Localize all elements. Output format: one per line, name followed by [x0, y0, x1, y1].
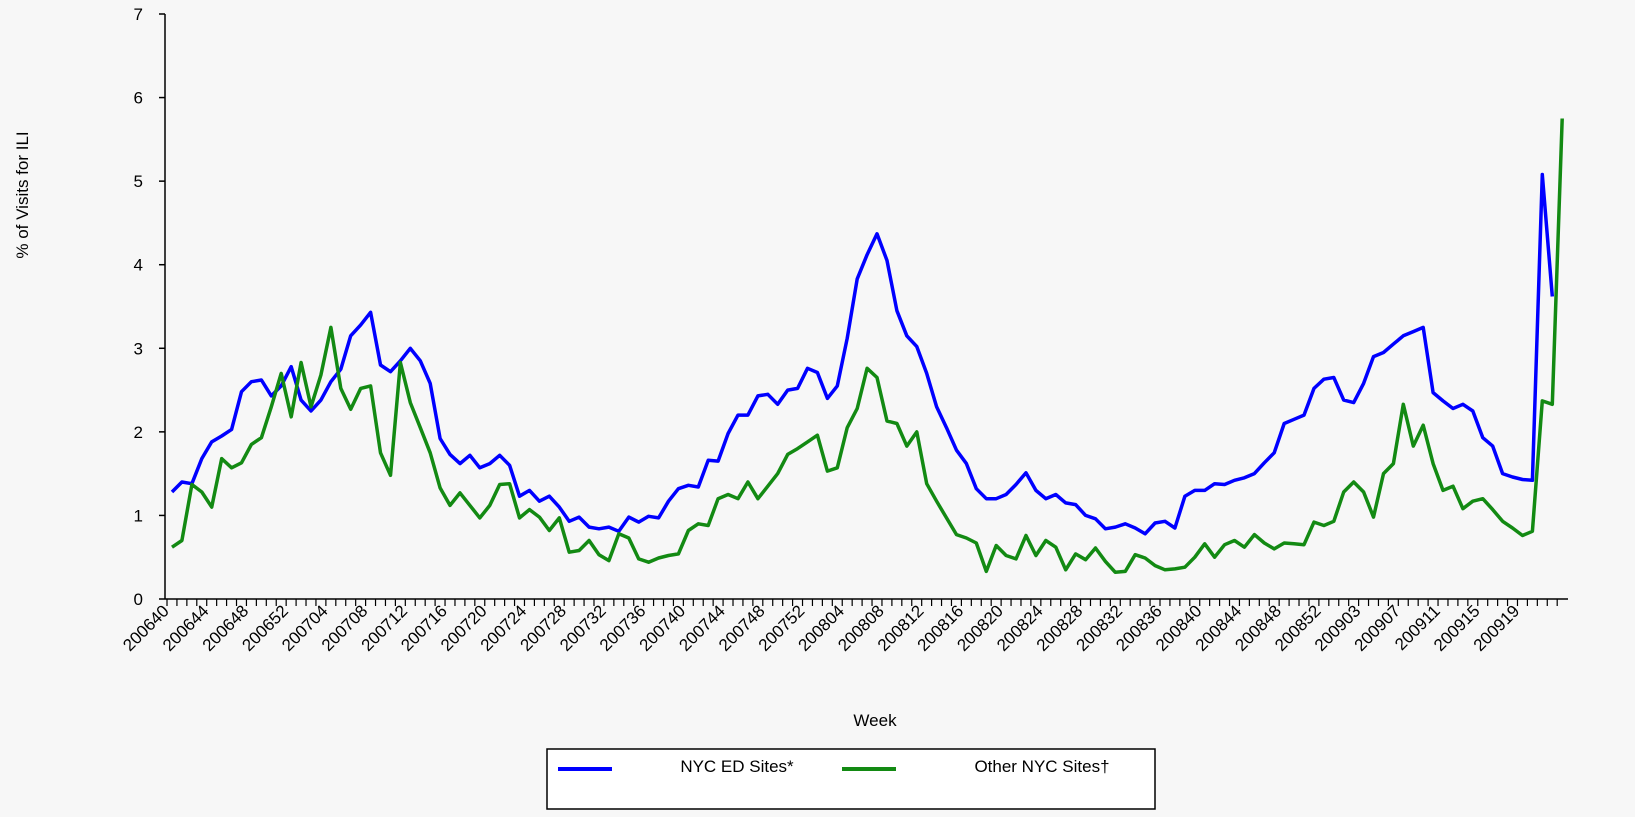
legend-label: Other NYC Sites†	[974, 757, 1109, 776]
y-tick-label: 4	[134, 256, 143, 275]
y-tick-label: 5	[134, 172, 143, 191]
y-tick-label: 1	[134, 506, 143, 525]
legend-label: NYC ED Sites*	[680, 757, 794, 776]
y-tick-label: 7	[134, 5, 143, 24]
y-tick-label: 3	[134, 339, 143, 358]
series-line	[170, 172, 1555, 536]
x-axis-label: Week	[853, 711, 897, 730]
y-tick-label: 2	[134, 423, 143, 442]
y-tick-label: 0	[134, 590, 143, 609]
series-line	[171, 118, 1564, 575]
y-axis-label: % of Visits for ILI	[13, 131, 32, 258]
y-tick-label: 6	[134, 89, 143, 108]
legend-box	[546, 748, 1156, 810]
